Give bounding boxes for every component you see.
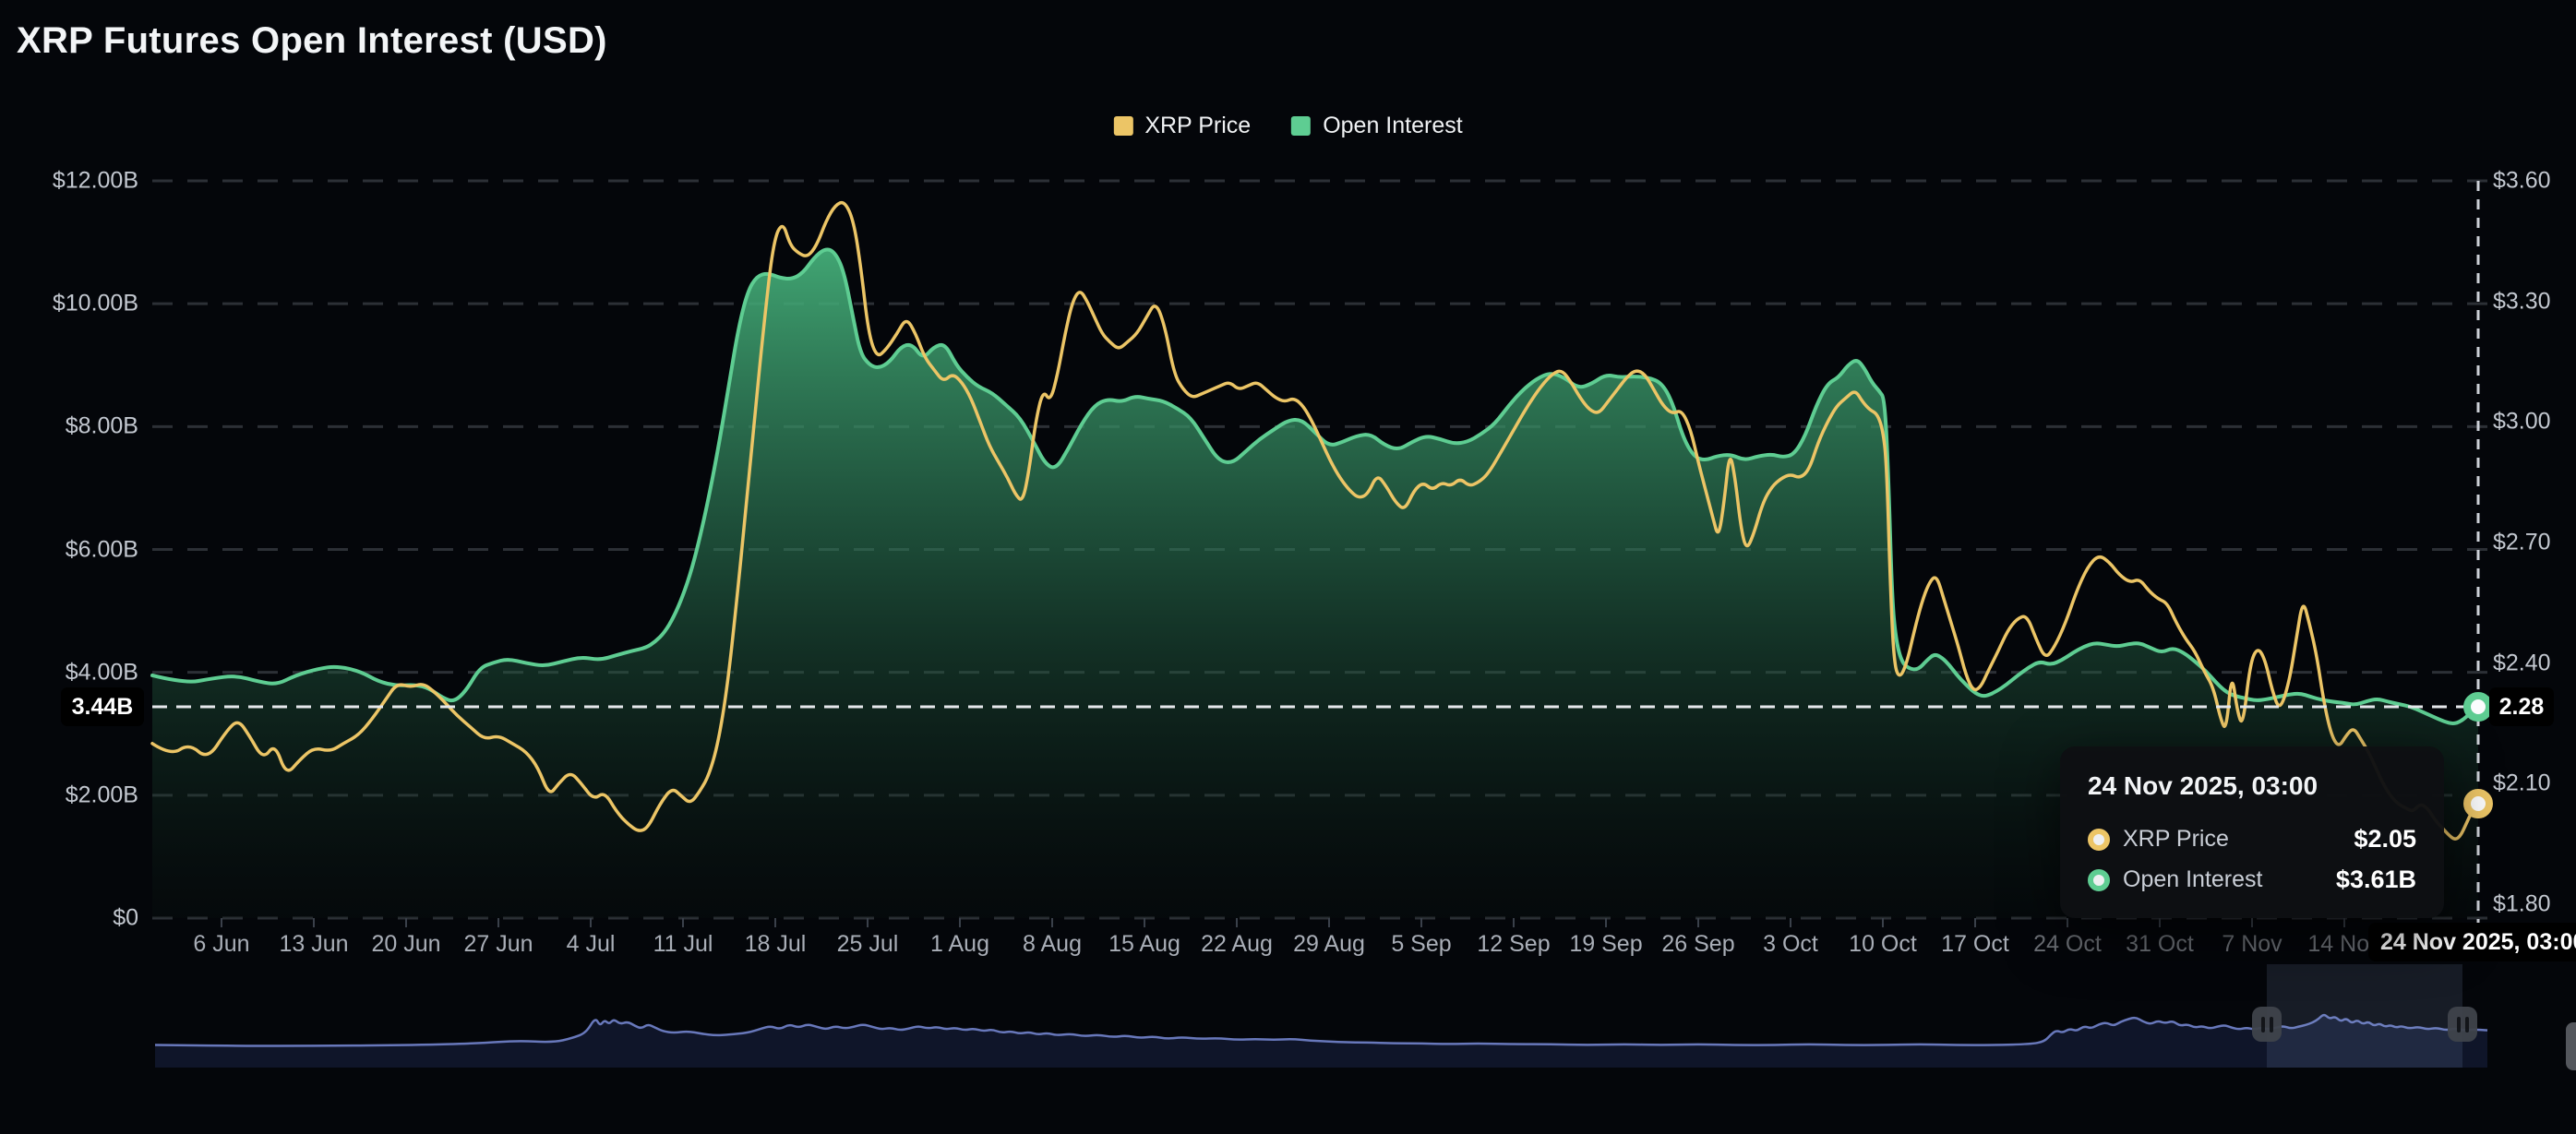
page-title: XRP Futures Open Interest (USD) — [17, 20, 607, 61]
legend-label: XRP Price — [1144, 113, 1252, 138]
tooltip-row-xrp-price: XRP Price $2.05 — [2088, 825, 2416, 853]
navigator-selection[interactable] — [2267, 964, 2462, 1068]
tooltip-value: $2.05 — [2354, 825, 2416, 853]
y-axis-label-right: $3.00 — [2493, 408, 2551, 435]
x-axis-label: 18 Jul — [744, 931, 807, 957]
y-axis-label-left: $8.00B — [65, 412, 138, 439]
y-axis-label-left: $6.00B — [65, 536, 138, 562]
chart-tooltip: 24 Nov 2025, 03:00 XRP Price $2.05 Open … — [2060, 746, 2444, 918]
y-axis-label-right: $3.60 — [2493, 167, 2551, 194]
y-axis-label-right: $3.30 — [2493, 288, 2551, 315]
y-axis-label-left: $2.00B — [65, 782, 138, 808]
xrp-price-marker-icon — [2463, 789, 2493, 818]
tooltip-date: 24 Nov 2025, 03:00 — [2088, 771, 2318, 800]
legend-item-open-interest[interactable]: Open Interest — [1291, 113, 1463, 139]
x-axis-label: 5 Sep — [1391, 931, 1452, 957]
x-axis-label: 12 Sep — [1477, 931, 1551, 957]
legend-item-xrp-price[interactable]: XRP Price — [1113, 113, 1251, 139]
x-axis-label: 19 Sep — [1569, 931, 1643, 957]
x-axis-label: 20 Jun — [371, 931, 441, 957]
x-axis-label: 15 Aug — [1108, 931, 1180, 957]
x-axis-label: 8 Aug — [1023, 931, 1082, 957]
current-oi-badge: 3.44B — [61, 687, 144, 726]
x-axis-label: 26 Sep — [1661, 931, 1735, 957]
tooltip-rows: XRP Price $2.05 Open Interest $3.61B — [2088, 825, 2416, 894]
x-axis-label: 27 Jun — [463, 931, 533, 957]
scrollbar-thumb[interactable] — [2566, 1022, 2576, 1070]
open-interest-line — [150, 247, 2480, 725]
x-axis-label: 13 Jun — [279, 931, 349, 957]
y-axis-label-right: $2.10 — [2493, 770, 2551, 796]
y-axis-label-right: $1.80 — [2493, 890, 2551, 917]
current-price-badge: 2.28 — [2489, 687, 2554, 726]
navigator-line — [154, 1013, 2488, 1047]
open-interest-area — [152, 249, 2478, 918]
y-axis-label-right: $2.40 — [2493, 650, 2551, 676]
tooltip-label: XRP Price — [2123, 826, 2229, 852]
x-axis-label: 7 Nov — [2222, 931, 2282, 957]
y-axis-label-right: $2.70 — [2493, 529, 2551, 555]
tooltip-row-open-interest: Open Interest $3.61B — [2088, 865, 2416, 894]
y-axis-label-left: $10.00B — [52, 290, 138, 316]
x-axis-label: 31 Oct — [2126, 931, 2194, 957]
x-axis-label: 6 Jun — [193, 931, 250, 957]
x-axis-label: 25 Jul — [836, 931, 899, 957]
chart-legend: XRP Price Open Interest — [1113, 113, 1463, 139]
x-axis-label: 29 Aug — [1293, 931, 1365, 957]
x-axis-label: 24 Oct — [2033, 931, 2102, 957]
y-axis-label-left: $12.00B — [52, 167, 138, 194]
navigator-left-handle-icon[interactable] — [2252, 1007, 2282, 1042]
y-axis-label-left: $0 — [113, 904, 138, 931]
y-axis-label-left: $4.00B — [65, 659, 138, 686]
open-interest-marker-icon — [2463, 692, 2493, 722]
xrp-price-swatch-icon — [1113, 116, 1133, 136]
x-axis-label: 3 Oct — [1763, 931, 1818, 957]
open-interest-swatch-icon — [1291, 116, 1312, 136]
legend-label: Open Interest — [1323, 113, 1463, 138]
tooltip-label: Open Interest — [2123, 866, 2263, 892]
x-axis-label: 10 Oct — [1849, 931, 1917, 957]
open-interest-dot-icon — [2088, 868, 2110, 891]
xrp-price-line — [150, 200, 2480, 841]
xrp-price-dot-icon — [2088, 828, 2110, 851]
crosshair-date-badge: 24 Nov 2025, 03:00 — [2368, 923, 2576, 961]
tooltip-value: $3.61B — [2335, 865, 2416, 893]
x-axis-label: 4 Jul — [566, 931, 616, 957]
x-axis-label: 1 Aug — [930, 931, 989, 957]
x-axis-label: 22 Aug — [1201, 931, 1273, 957]
navigator-right-handle-icon[interactable] — [2448, 1007, 2477, 1042]
x-axis-label: 17 Oct — [1941, 931, 2009, 957]
x-axis-label: 11 Jul — [653, 931, 713, 957]
